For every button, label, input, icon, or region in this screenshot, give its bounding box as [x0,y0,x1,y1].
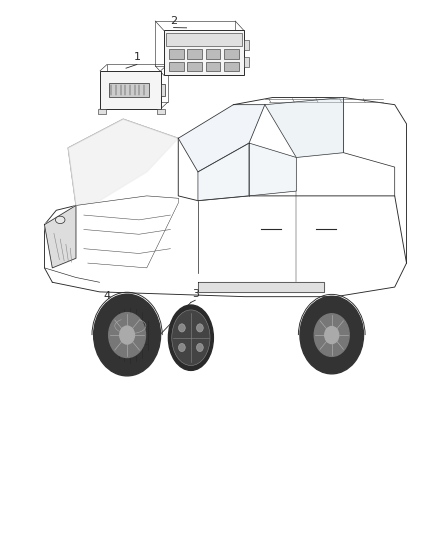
Text: 4: 4 [103,290,110,301]
Bar [100,71,161,109]
Bar [244,39,249,50]
Bar [109,83,148,96]
Ellipse shape [172,310,210,366]
Circle shape [314,314,349,357]
Ellipse shape [168,305,213,370]
Circle shape [109,313,145,358]
Ellipse shape [179,324,185,332]
Text: 3: 3 [192,289,199,299]
Bar [99,109,106,114]
Ellipse shape [56,216,65,223]
Bar [157,109,165,114]
Polygon shape [45,206,76,268]
Bar [187,62,202,71]
Bar [166,33,242,46]
Ellipse shape [197,324,203,332]
Bar [206,62,220,71]
Polygon shape [178,104,265,172]
Circle shape [300,296,364,374]
Bar [155,21,235,66]
Bar [206,49,220,59]
Bar [164,30,244,75]
Polygon shape [265,98,343,157]
Text: 2: 2 [170,16,177,26]
Bar [244,56,249,67]
Bar [224,62,239,71]
Circle shape [120,326,134,344]
Circle shape [94,294,161,376]
Ellipse shape [179,343,185,352]
Ellipse shape [197,343,203,352]
Bar [224,49,239,59]
Ellipse shape [110,304,151,366]
Bar [161,84,165,95]
Polygon shape [249,143,297,196]
Polygon shape [68,119,178,206]
Polygon shape [198,143,249,201]
Bar [169,49,184,59]
Bar [169,62,184,71]
Bar [107,64,168,102]
Polygon shape [198,282,324,292]
Text: 1: 1 [133,52,140,62]
Bar [187,49,202,59]
Circle shape [325,327,339,344]
